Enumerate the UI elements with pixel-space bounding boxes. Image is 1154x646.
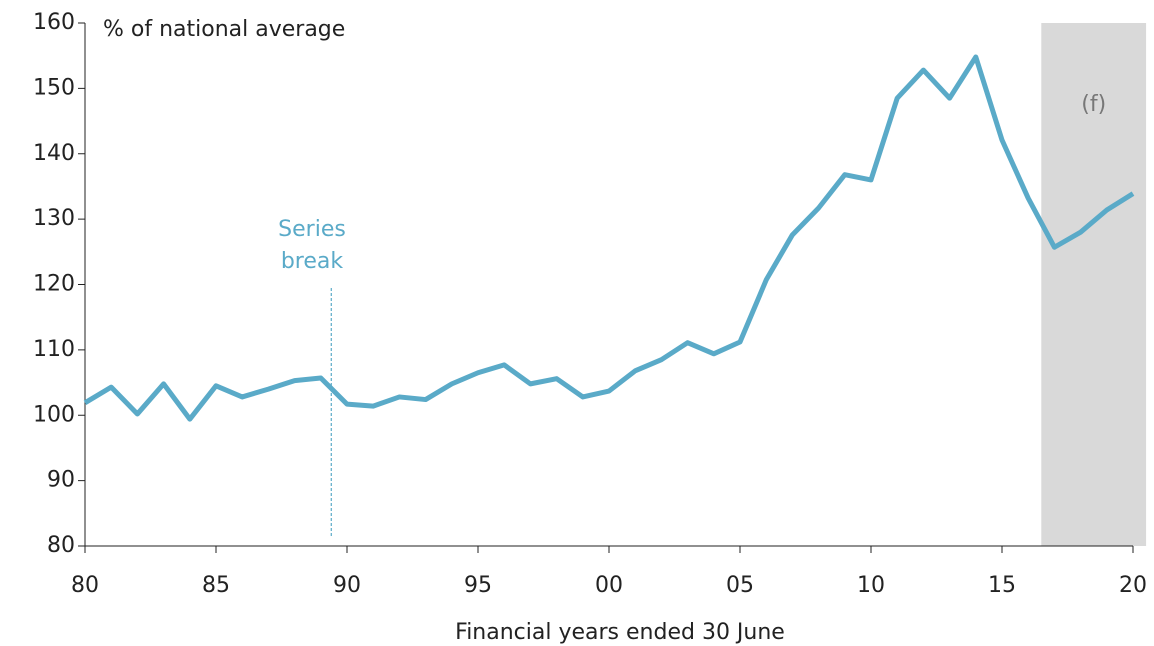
x-tick-label: 80 <box>71 573 99 598</box>
x-axis-title: Financial years ended 30 June <box>455 620 785 645</box>
x-tick-label: 85 <box>202 573 230 598</box>
y-tick-label: 120 <box>33 272 75 297</box>
y-tick-label: 160 <box>33 10 75 35</box>
x-tick-label: 15 <box>988 573 1016 598</box>
y-axis-title: % of national average <box>103 17 345 42</box>
forecast-label: (f) <box>1081 92 1106 117</box>
x-tick-label: 00 <box>595 573 623 598</box>
y-tick-label: 130 <box>33 206 75 231</box>
y-tick-label: 150 <box>33 75 75 100</box>
x-tick-label: 20 <box>1119 573 1147 598</box>
y-tick-label: 110 <box>33 337 75 362</box>
forecast-region <box>1041 23 1147 546</box>
data-line <box>83 54 1135 422</box>
series-break-label: Series <box>278 217 346 242</box>
x-tick-label: 90 <box>333 573 361 598</box>
y-tick-label: 80 <box>47 533 75 558</box>
x-tick-label: 95 <box>464 573 492 598</box>
y-tick-label: 140 <box>33 141 75 166</box>
y-tick-label: 90 <box>47 468 75 493</box>
y-tick-label: 100 <box>33 402 75 427</box>
x-tick-label: 05 <box>726 573 754 598</box>
series-break-label: break <box>281 249 344 274</box>
x-tick-label: 10 <box>857 573 885 598</box>
